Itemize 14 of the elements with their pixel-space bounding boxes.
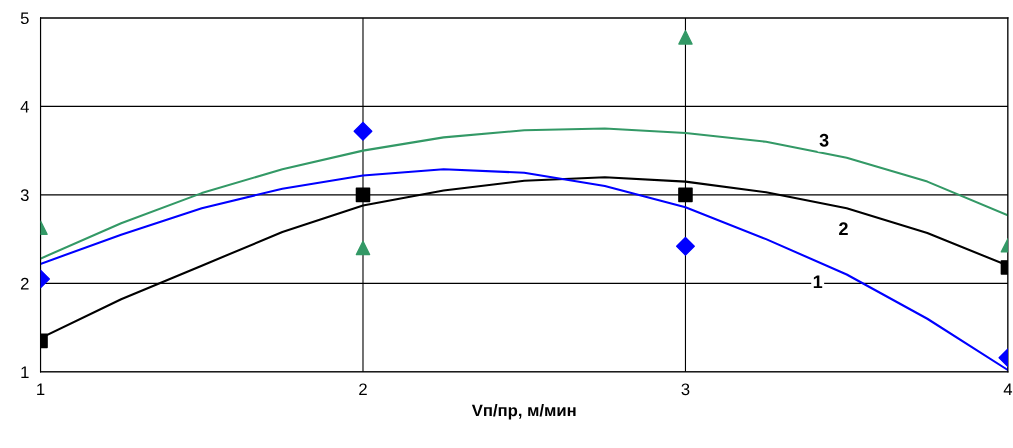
y-tick-label: 3 (20, 189, 29, 202)
annotation: 3 (819, 133, 829, 147)
y-tick-label: 5 (20, 12, 29, 25)
x-axis-title: Vп/пр, м/мин (471, 404, 576, 420)
x-tick-label: 3 (681, 383, 690, 396)
annotation: 2 (839, 222, 848, 235)
x-tick-label: 1 (37, 383, 45, 396)
y-tick-label: 2 (20, 277, 29, 290)
line-series (40, 127, 1008, 260)
y-tick-label: 1 (21, 366, 29, 378)
x-tick-label: 2 (359, 383, 367, 396)
y-tick-label: 4 (20, 100, 29, 113)
x-tick-label: 4 (1003, 383, 1013, 396)
annotation: 1 (813, 275, 823, 289)
